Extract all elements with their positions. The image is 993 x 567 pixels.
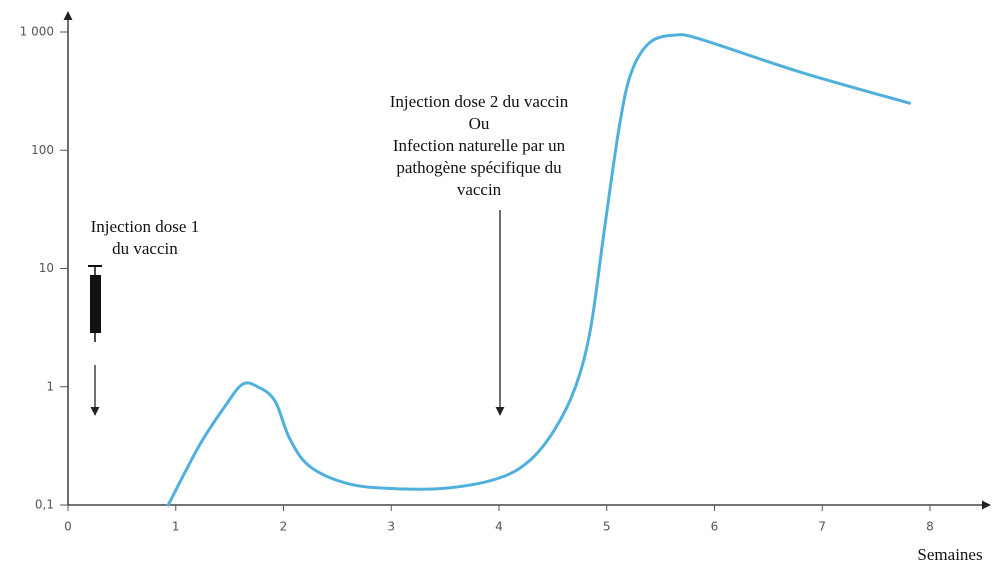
- annotation: vaccin: [457, 180, 502, 199]
- x-tick-label: 4: [495, 520, 503, 534]
- x-tick-label: 2: [280, 520, 288, 534]
- line: [166, 33, 912, 507]
- y-tick-label: 1 000: [20, 25, 54, 39]
- y-tick-label: 0,1: [35, 498, 54, 512]
- annotation: Infection naturelle par un: [393, 136, 566, 155]
- annotation: Injection dose 1: [91, 217, 200, 236]
- annotation: pathogène spécifique du: [396, 158, 562, 177]
- x-tick-label: 3: [387, 520, 395, 534]
- syringe: [88, 265, 102, 342]
- x-tick-label: 5: [603, 520, 611, 534]
- y-tick-label: 10: [39, 261, 54, 275]
- x-tick-label: 8: [926, 520, 934, 534]
- x-tick-label: 6: [711, 520, 719, 534]
- annotation: Injection dose 2 du vaccin: [390, 92, 569, 111]
- x-tick-label: 1: [172, 520, 180, 534]
- annotation: Ou: [469, 114, 490, 133]
- x-tick-label: 7: [818, 520, 826, 534]
- x-axis-label: Semaines: [917, 545, 982, 564]
- y-tick-label: 1: [46, 379, 54, 393]
- y-tick-label: 100: [31, 143, 54, 157]
- x-tick-label: 0: [64, 520, 72, 534]
- annotation: du vaccin: [112, 239, 178, 258]
